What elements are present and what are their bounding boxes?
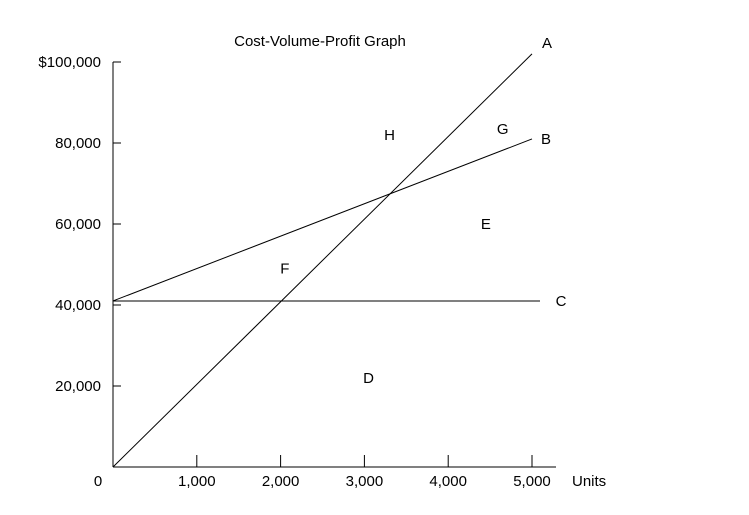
series-label-b: B xyxy=(541,131,551,148)
region-label-f: F xyxy=(280,261,289,278)
series-line-a xyxy=(112,53,533,468)
x-tick-label: 4,000 xyxy=(429,473,467,490)
region-labels: H G E F D xyxy=(280,121,508,387)
series-label-a: A xyxy=(542,35,552,52)
region-label-e: E xyxy=(481,216,491,233)
x-tick-label: 0 xyxy=(94,473,102,490)
y-tick-label: 40,000 xyxy=(55,297,101,314)
region-label-h: H xyxy=(384,127,395,144)
axes: 0 1,000 2,000 3,000 4,000 5,000 Units 20,000 40,… xyxy=(38,54,606,490)
x-tick-label: 2,000 xyxy=(262,473,300,490)
y-tick-label: 80,000 xyxy=(55,135,101,152)
region-label-d: D xyxy=(363,370,374,387)
x-tick-label: 3,000 xyxy=(346,473,384,490)
series-lines: A B C xyxy=(112,35,567,468)
x-axis-label: Units xyxy=(572,473,606,490)
region-label-g: G xyxy=(497,121,509,138)
x-tick-label: 1,000 xyxy=(178,473,216,490)
chart-title: Cost-Volume-Profit Graph xyxy=(234,33,406,50)
series-line-b xyxy=(112,138,533,302)
series-label-c: C xyxy=(556,293,567,310)
y-tick-label: $100,000 xyxy=(38,54,101,71)
x-tick-label: 5,000 xyxy=(513,473,551,490)
y-tick-label: 60,000 xyxy=(55,216,101,233)
y-tick-label: 20,000 xyxy=(55,378,101,395)
